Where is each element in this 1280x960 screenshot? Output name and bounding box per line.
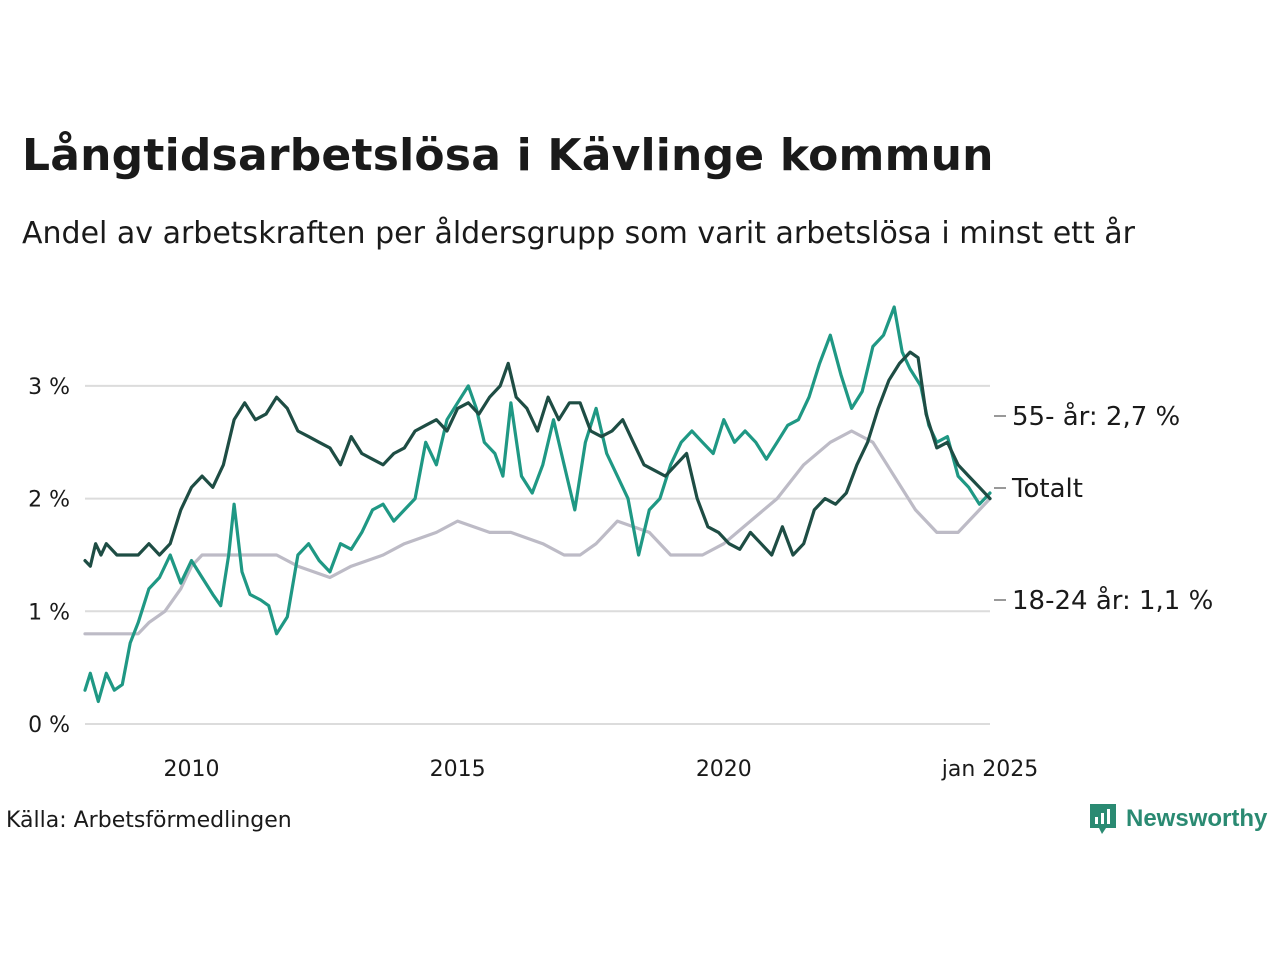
x-tick-label: 2015 [430, 757, 486, 782]
x-axis-ticks: 2010 2015 2020 jan 2025 [163, 757, 1038, 782]
series-lines [83, 305, 992, 704]
y-tick-label: 0 % [28, 713, 70, 738]
chart-title: Långtidsarbetslösa i Kävlinge kommun [22, 130, 994, 181]
x-tick-label: 2020 [696, 757, 752, 782]
newsworthy-logo-icon [1090, 804, 1116, 834]
end-label: Totalt [1011, 474, 1083, 504]
x-tick-label: 2010 [163, 757, 219, 782]
y-tick-label: 3 % [28, 375, 70, 400]
chart-subtitle: Andel av arbetskraften per åldersgrupp s… [22, 216, 1135, 251]
end-labels: Totalt 18-24 år: 1,1 % 55- år: 2,7 % [994, 401, 1213, 616]
y-tick-label: 1 % [28, 600, 70, 625]
y-axis-ticks: 0 % 1 % 2 % 3 % [28, 375, 70, 738]
x-tick-label: jan 2025 [941, 757, 1039, 782]
series-line-2 [83, 350, 992, 568]
brand-name: Newsworthy [1126, 805, 1268, 832]
y-tick-label: 2 % [28, 488, 70, 513]
end-label: 55- år: 2,7 % [1012, 401, 1180, 432]
series-line-0 [83, 429, 992, 636]
source-note: Källa: Arbetsförmedlingen [6, 808, 292, 833]
end-label: 18-24 år: 1,1 % [1012, 585, 1213, 616]
brand-logo: Newsworthy [1088, 802, 1267, 836]
series-line-1 [83, 305, 992, 704]
